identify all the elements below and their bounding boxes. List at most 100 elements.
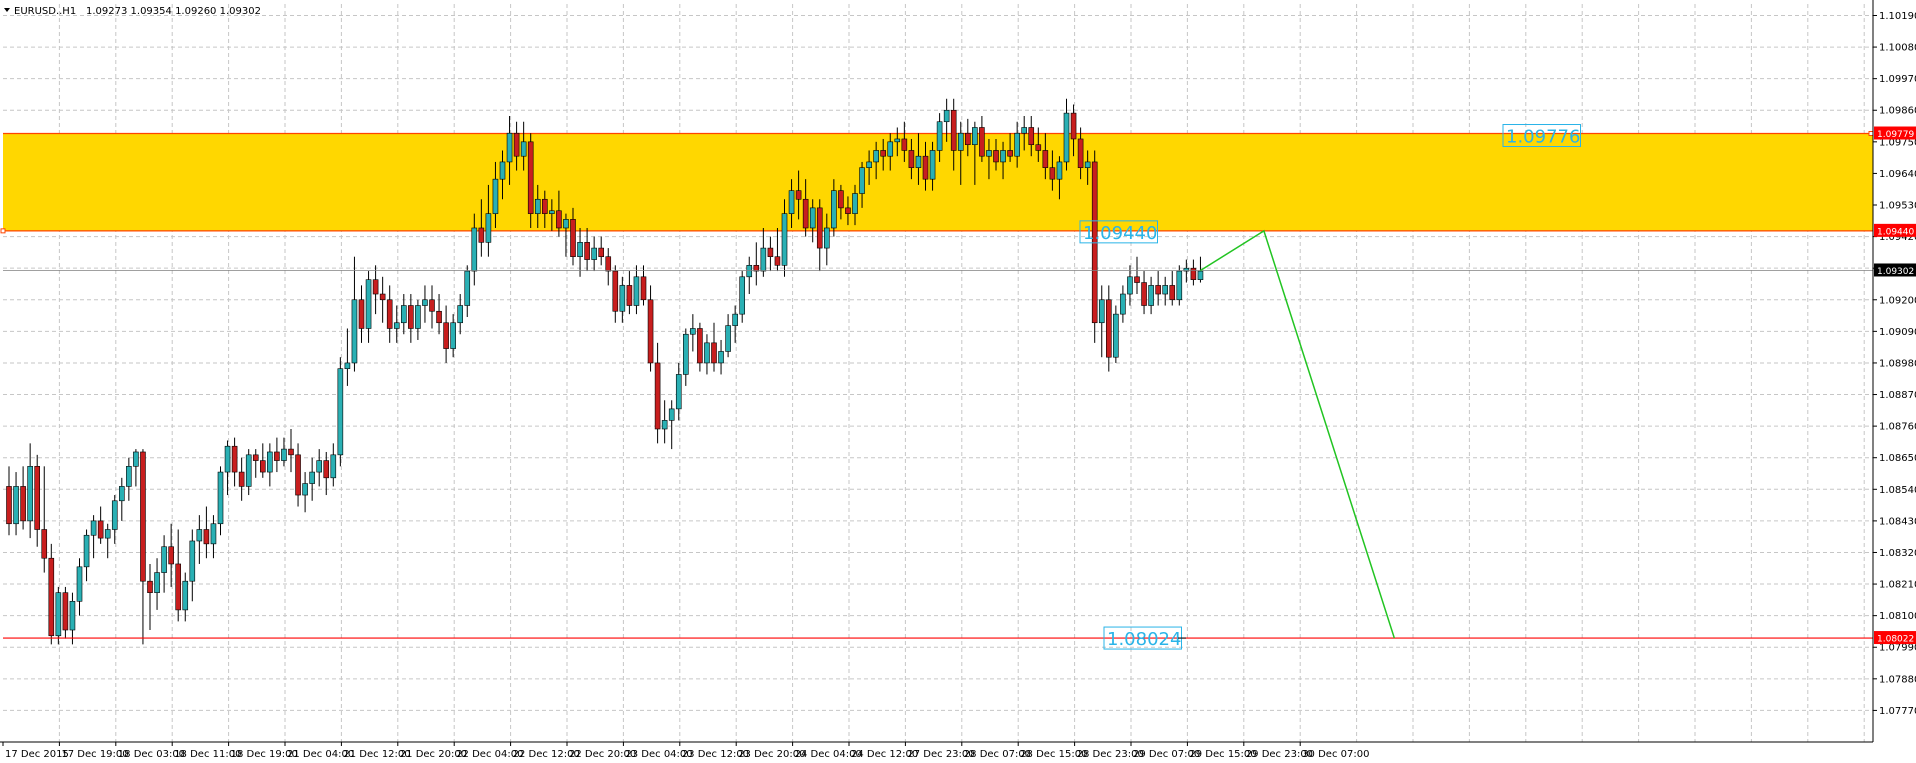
x-tick-label: 23 Dec 04:00 (625, 749, 692, 760)
x-tick-label: 17 Dec 2015 (5, 749, 69, 760)
candle-body (633, 276, 640, 306)
candle-body (591, 247, 597, 260)
candle-body (845, 207, 851, 214)
support-tag: 1.08022 (1874, 631, 1916, 645)
candle-body (1155, 285, 1161, 295)
support-tag-text: 1.08022 (1877, 635, 1914, 645)
candle-body (189, 540, 196, 582)
candle-body (732, 313, 738, 326)
candle-body (520, 141, 527, 157)
zone-anchor-handle[interactable] (0, 228, 6, 234)
zone-lower-label-text: 1.09440 (1083, 223, 1157, 244)
candle-body (682, 333, 689, 375)
support-label: 1.08024 (1103, 626, 1182, 650)
candle-body (584, 242, 590, 260)
candle-body (1077, 138, 1084, 168)
candle-body (506, 132, 513, 163)
candle-body (739, 276, 746, 315)
candle-body (950, 109, 957, 151)
y-tick-label: 1.08430 (1879, 516, 1916, 527)
zone-lower-tag-bg (1874, 223, 1916, 237)
candle-body (210, 523, 217, 545)
x-tick-label: 21 Dec 20:00 (400, 749, 467, 760)
candle-body (612, 270, 619, 312)
candle-body (936, 121, 943, 151)
x-tick-label: 28 Dec 07:00 (964, 749, 1031, 760)
candle-body (718, 351, 724, 364)
y-tick-label: 1.08760 (1879, 422, 1916, 433)
candle-body (1113, 313, 1119, 358)
candle-body (386, 299, 393, 329)
candle-body (76, 566, 83, 602)
x-tick-label: 24 Dec 04:00 (795, 749, 862, 760)
x-tick-label: 29 Dec 07:00 (1133, 749, 1200, 760)
candle-body (563, 219, 569, 229)
candle-body (972, 127, 978, 146)
y-tick-label: 1.09530 (1879, 201, 1916, 212)
candle-body (196, 529, 203, 542)
candle-body (323, 460, 330, 479)
candle-body (295, 454, 301, 496)
candle-body (133, 451, 139, 467)
candle-body (788, 190, 795, 214)
candle-body (259, 460, 266, 473)
candle-body (90, 520, 97, 536)
support-tag-bg (1874, 631, 1916, 645)
candle-body (957, 132, 964, 151)
menu-triangle-icon[interactable] (4, 8, 10, 12)
x-tick-label: 24 Dec 12:00 (851, 749, 918, 760)
candle-body (450, 322, 456, 349)
candle-body (182, 580, 189, 611)
projection-line (1200, 229, 1396, 639)
candle-body (274, 451, 280, 461)
candle-body (41, 529, 48, 559)
candle-body (281, 448, 287, 461)
x-tick-label: 18 Dec 03:00 (118, 749, 185, 760)
support-label-text: 1.08024 (1107, 629, 1181, 650)
zone-upper-label-box (1502, 124, 1581, 148)
candle-body (549, 210, 555, 214)
zone-anchor-handle[interactable] (1868, 131, 1874, 137)
candle-body (168, 546, 174, 565)
grid (3, 4, 1873, 742)
x-tick-label: 30 Dec 07:00 (1302, 749, 1369, 760)
x-tick-label: 17 Dec 19:00 (61, 749, 128, 760)
candle-body (922, 155, 929, 180)
candle-body (238, 471, 245, 487)
zone-upper-tag-bg (1874, 126, 1916, 140)
candle-body (774, 256, 781, 266)
candle-body (1197, 270, 1204, 280)
candle-body (866, 161, 872, 168)
candle-body (69, 600, 76, 631)
candle-body (654, 362, 661, 430)
candle-body (457, 305, 464, 324)
candle-body (1148, 285, 1154, 306)
candle-body (929, 150, 936, 180)
x-tick-label: 27 Dec 23:00 (907, 749, 974, 760)
candle-body (767, 247, 774, 258)
candle-body (6, 486, 12, 525)
candle-body (126, 466, 132, 487)
candle-body (154, 572, 160, 593)
candle-body (147, 580, 153, 593)
candle-body (894, 138, 901, 143)
current-price-tag: 1.09302 (1874, 263, 1916, 277)
candle-body (577, 242, 583, 258)
candle-body (231, 445, 238, 473)
candle-body (690, 328, 696, 335)
candle-body (873, 150, 879, 163)
candle-body (1056, 161, 1063, 180)
candle-body (175, 563, 181, 611)
candle-body (83, 534, 90, 568)
candle-body (901, 138, 908, 151)
candle-body (556, 210, 562, 229)
x-tick-label: 22 Dec 12:00 (513, 749, 580, 760)
x-tick-label: 28 Dec 15:00 (1020, 749, 1087, 760)
zone-lower-label-box (1079, 220, 1158, 244)
candle-body (34, 466, 41, 530)
candle-body (598, 247, 605, 258)
x-tick-label: 23 Dec 12:00 (682, 749, 749, 760)
candle-body (330, 454, 337, 479)
candle-body (979, 127, 985, 157)
